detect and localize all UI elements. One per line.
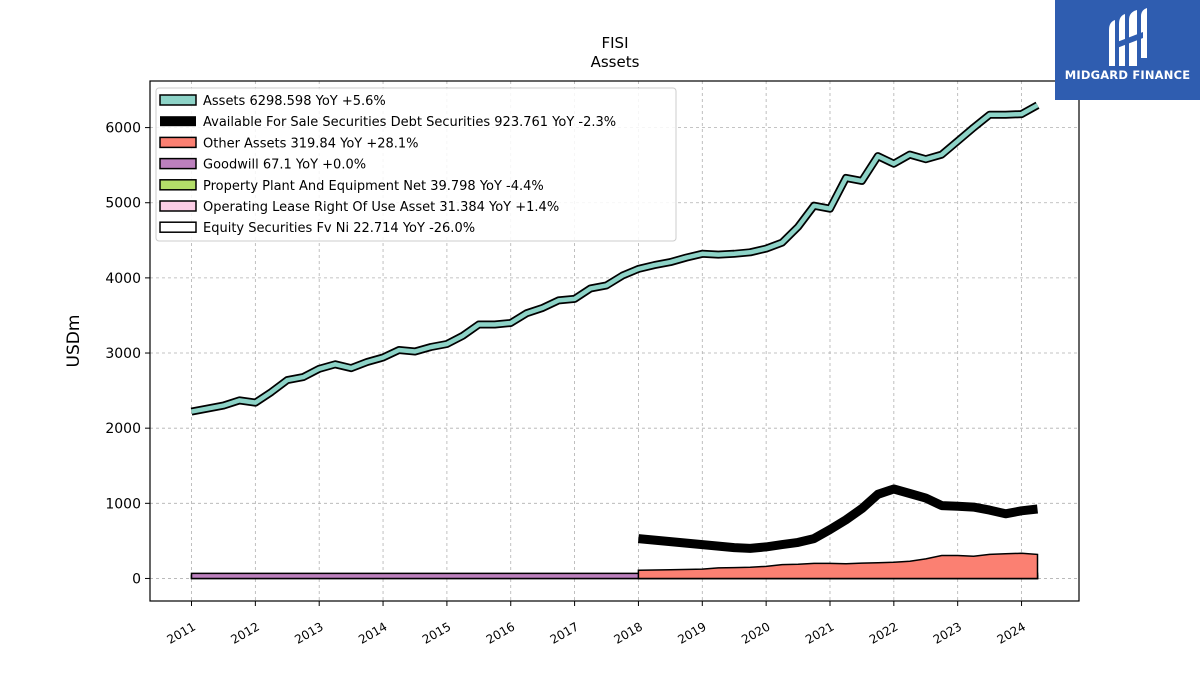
x-tick-label: 2012 [228, 619, 261, 646]
x-tick-label: 2011 [165, 619, 198, 646]
legend-label: Assets 6298.598 YoY +5.6% [203, 94, 386, 109]
chart-subtitle: Assets [591, 53, 640, 71]
x-tick-label: 2021 [803, 619, 836, 646]
y-tick-label: 3000 [105, 346, 141, 362]
series-line [637, 484, 1039, 553]
legend-label: Operating Lease Right Of Use Asset 31.38… [203, 200, 559, 215]
legend-label: Equity Securities Fv Ni 22.714 YoY -26.0… [203, 221, 475, 236]
plot-frame [149, 80, 1080, 602]
legend-box [155, 87, 677, 242]
x-tick-label: 2024 [995, 619, 1028, 646]
x-tick-label: 2022 [867, 619, 900, 646]
x-tick-label: 2015 [420, 619, 453, 646]
legend-item: Other Assets 319.84 YoY +28.1% [159, 136, 419, 151]
legend-item: Available For Sale Securities Debt Secur… [160, 115, 616, 130]
legend-label: Goodwill 67.1 YoY +0.0% [203, 158, 366, 173]
series-2 [637, 552, 1039, 580]
y-tick-label: 1000 [105, 496, 141, 512]
y-tick-label: 0 [132, 571, 141, 587]
chart-title: FISI [602, 34, 629, 52]
series-area [637, 552, 1039, 580]
x-tick-label: 2014 [356, 619, 389, 646]
y-axis-label: USDm [64, 315, 84, 368]
grid [150, 81, 1079, 601]
x-tick-label: 2016 [484, 619, 517, 646]
midgard-finance-logo: MIDGARD FINANCE [1055, 0, 1200, 100]
y-tick-label: 5000 [105, 196, 141, 212]
legend-swatch [159, 221, 197, 233]
legend-swatch [160, 116, 196, 127]
x-tick-label: 2018 [611, 619, 644, 646]
x-tick-label: 2013 [292, 619, 325, 646]
legend-label: Available For Sale Securities Debt Secur… [203, 115, 616, 130]
legend-swatch [159, 200, 197, 212]
series-0 [190, 101, 1040, 416]
x-tick-label: 2020 [739, 619, 772, 646]
legend-item: Assets 6298.598 YoY +5.6% [159, 94, 386, 109]
logo-mark-icon [1109, 8, 1147, 66]
series-1 [637, 484, 1039, 553]
y-tick-label: 4000 [105, 271, 141, 287]
logo-text: MIDGARD FINANCE [1064, 68, 1191, 82]
y-tick-label: 6000 [105, 121, 141, 137]
y-tick-label: 2000 [105, 421, 141, 437]
legend-item: Operating Lease Right Of Use Asset 31.38… [159, 200, 559, 215]
legend-item: Property Plant And Equipment Net 39.798 … [159, 179, 544, 194]
legend-item: Goodwill 67.1 YoY +0.0% [159, 157, 366, 173]
legend: Assets 6298.598 YoY +5.6% Available For S… [155, 87, 677, 242]
legend-label: Other Assets 319.84 YoY +28.1% [203, 136, 419, 151]
legend-swatch [159, 136, 197, 149]
series-line [191, 103, 1039, 414]
x-tick-label: 2017 [548, 619, 581, 646]
x-tick-label: 2023 [931, 619, 964, 646]
legend-swatch [159, 179, 197, 191]
x-tick-label: 2019 [675, 619, 708, 646]
legend-swatch [159, 94, 197, 106]
legend-label: Property Plant And Equipment Net 39.798 … [203, 179, 544, 194]
legend-swatch [159, 157, 197, 170]
legend-item: Equity Securities Fv Ni 22.714 YoY -26.0… [159, 221, 475, 236]
series-layer [190, 101, 1040, 580]
